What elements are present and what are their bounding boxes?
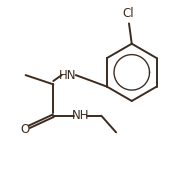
- Text: Cl: Cl: [122, 7, 134, 20]
- Text: HN: HN: [59, 69, 77, 82]
- Text: O: O: [21, 122, 30, 136]
- Text: NH: NH: [72, 109, 90, 122]
